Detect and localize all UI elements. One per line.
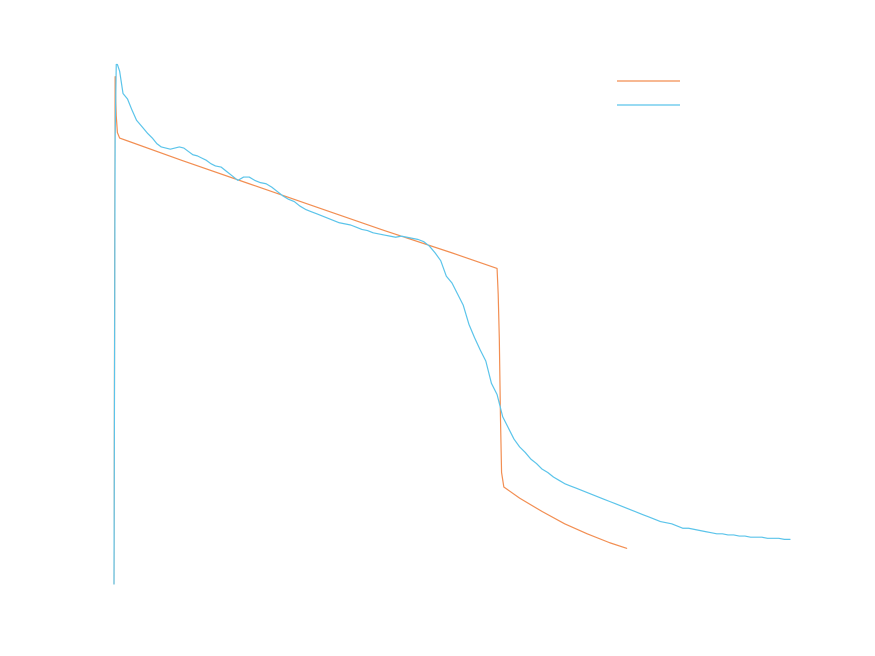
chart-legend xyxy=(617,80,680,106)
series-layer xyxy=(113,63,791,585)
series-line-2 xyxy=(113,63,791,585)
series-line-1 xyxy=(113,76,628,585)
